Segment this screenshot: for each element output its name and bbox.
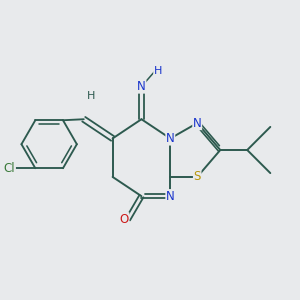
Text: N: N <box>137 80 146 93</box>
Text: Cl: Cl <box>4 162 15 175</box>
Text: H: H <box>154 66 162 76</box>
Text: H: H <box>87 91 96 101</box>
Text: N: N <box>193 117 202 130</box>
Text: N: N <box>166 190 175 203</box>
Text: S: S <box>194 170 201 183</box>
Text: N: N <box>166 132 175 145</box>
Text: O: O <box>119 213 129 226</box>
